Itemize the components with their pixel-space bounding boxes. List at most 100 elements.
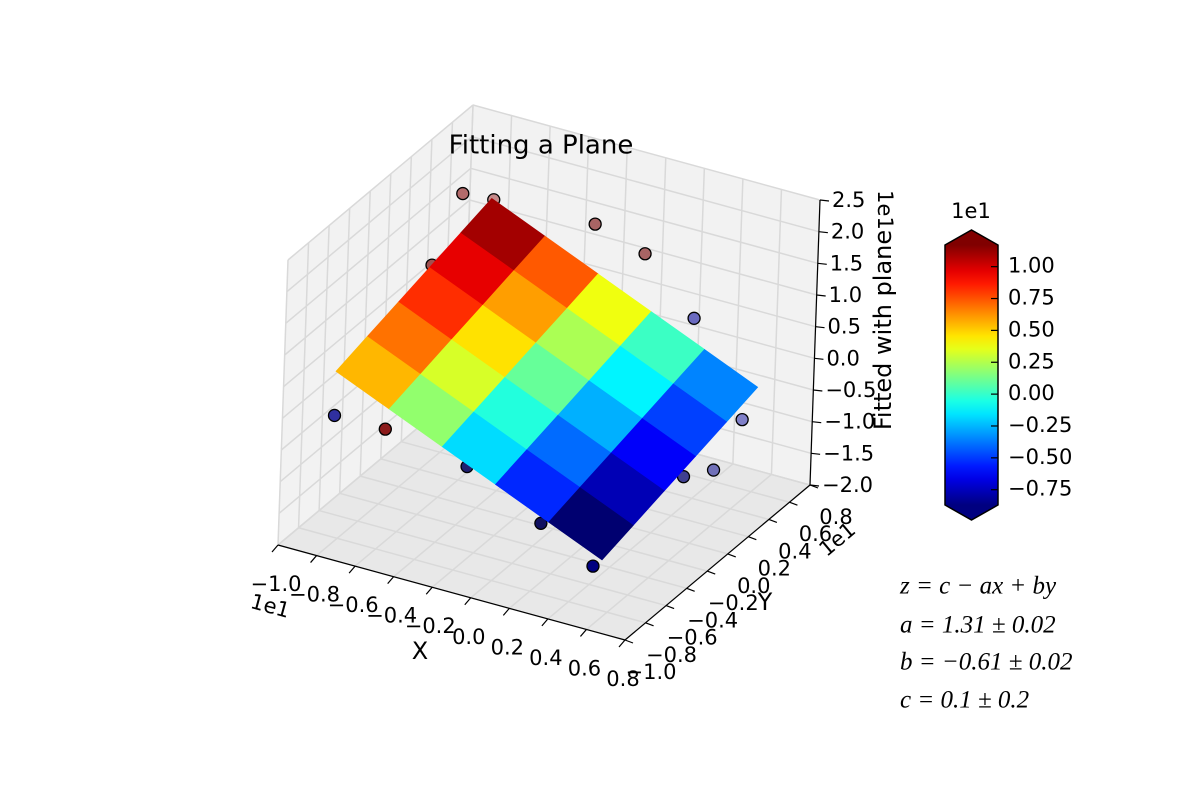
colorbar-tick-label: −0.75: [1008, 477, 1072, 501]
tick-label: −1.5: [823, 441, 874, 465]
grid-line: [283, 231, 470, 388]
grid-line: [585, 473, 772, 631]
tick-label: 0.8: [606, 667, 639, 691]
tick-mark: [789, 501, 798, 506]
grid-line: [277, 259, 289, 546]
tick-mark: [387, 576, 395, 585]
tick-label: 0.0: [452, 625, 485, 649]
grid-line: [287, 104, 474, 261]
colorbar-tick-label: −0.50: [1008, 445, 1072, 469]
tick-label: 0.4: [529, 646, 562, 670]
axis-line: [277, 544, 626, 641]
grid-line: [318, 225, 330, 511]
grid-line: [318, 509, 667, 607]
tick-label: −0.6: [328, 593, 379, 617]
tick-mark: [812, 421, 822, 424]
tick-label: 1.5: [830, 251, 863, 275]
tick-mark: [310, 555, 318, 563]
scatter-point: [534, 516, 548, 530]
annotation: z = c − ax + by: [899, 573, 1057, 600]
tick-mark: [817, 262, 827, 265]
tick-label: −1.0: [251, 572, 302, 596]
tick-label: −0.2: [708, 591, 759, 615]
scatter-point: [588, 217, 602, 231]
grid-line: [338, 208, 351, 494]
tick-label: 0.8: [819, 505, 852, 529]
tick-mark: [815, 326, 825, 329]
tick-label: −0.8: [646, 643, 697, 667]
tick-mark: [425, 586, 433, 595]
axis-line: [624, 484, 811, 641]
colorbar-tick-label: 0.25: [1008, 349, 1055, 373]
tick-mark: [768, 518, 778, 524]
scatter-point: [456, 186, 470, 201]
colorbar-tick-label: −0.25: [1008, 413, 1072, 437]
tick-label: 0.0: [826, 346, 859, 370]
tick-label: 0.2: [758, 557, 791, 581]
tick-mark: [271, 544, 279, 553]
scatter-point: [327, 408, 342, 423]
z-axis-label: Fitted with plane: [869, 230, 897, 430]
colorbar-outline: [944, 229, 999, 521]
scatter-point: [735, 412, 749, 427]
labels: −1.0−0.8−0.6−0.4−0.20.0 0.2 0.4 0.6 0.8−1.0−…: [251, 188, 877, 691]
chart-title: Fitting a Plane: [449, 131, 634, 161]
grid-line: [472, 104, 821, 201]
grid-line: [360, 475, 708, 572]
annotation: c = 0.1 ± 0.2: [900, 687, 1029, 714]
tick-label: 0.2: [491, 635, 524, 659]
tick-mark: [618, 639, 626, 648]
tick-label: −0.5: [825, 378, 876, 402]
tick-label: −0.2: [405, 614, 456, 638]
tick-label: −1.0: [824, 410, 875, 434]
tick-mark: [579, 629, 587, 637]
annotation: a = 1.31 ± 0.02: [900, 612, 1056, 639]
tick-mark: [748, 536, 757, 541]
tick-mark: [541, 618, 549, 627]
tick-mark: [624, 639, 634, 644]
grid-line: [470, 167, 818, 265]
scatter-point: [687, 311, 701, 325]
axes: [271, 199, 830, 648]
tick-label: 0.6: [799, 522, 832, 546]
tick-mark: [819, 199, 830, 202]
tick-label: 0.5: [828, 315, 861, 339]
y-axis-label: Y: [757, 588, 773, 616]
tick-label: −0.8: [289, 583, 340, 607]
tick-label: −0.6: [667, 626, 718, 650]
grid-line: [286, 136, 473, 293]
grid-line: [297, 242, 310, 528]
grid-line: [285, 167, 472, 324]
tick-mark: [818, 231, 828, 234]
colorbar-tick-label: 0.00: [1008, 381, 1055, 405]
colorbar-tick-label: 1.00: [1008, 254, 1055, 278]
scatter-point: [638, 247, 652, 261]
colorbar-tick-label: 0.50: [1008, 317, 1055, 341]
tick-label: 0.4: [778, 539, 811, 563]
grid-line: [284, 199, 471, 356]
scatter-point: [378, 422, 392, 436]
tick-mark: [809, 484, 820, 487]
tick-mark: [665, 604, 675, 610]
tick-mark: [816, 294, 826, 297]
scatter-point: [706, 463, 721, 477]
grid-line: [298, 527, 646, 624]
scatter-point: [586, 559, 600, 573]
z-offset-text: 1e1: [873, 190, 897, 230]
grid-line: [547, 463, 734, 620]
surface: [335, 197, 759, 561]
tick-label: 2.0: [831, 220, 864, 244]
axis-line: [809, 199, 821, 486]
tick-mark: [348, 565, 356, 574]
grid-line: [339, 492, 687, 590]
tick-mark: [464, 597, 472, 606]
grid-line: [732, 178, 744, 464]
tick-mark: [686, 587, 695, 592]
tick-label: 2.5: [832, 188, 865, 212]
tick-mark: [813, 389, 823, 392]
x-axis-label: X: [412, 637, 428, 665]
tick-label: 0.0: [737, 574, 770, 598]
tick-label: −0.4: [687, 608, 738, 632]
colorbar-body: [945, 245, 998, 505]
